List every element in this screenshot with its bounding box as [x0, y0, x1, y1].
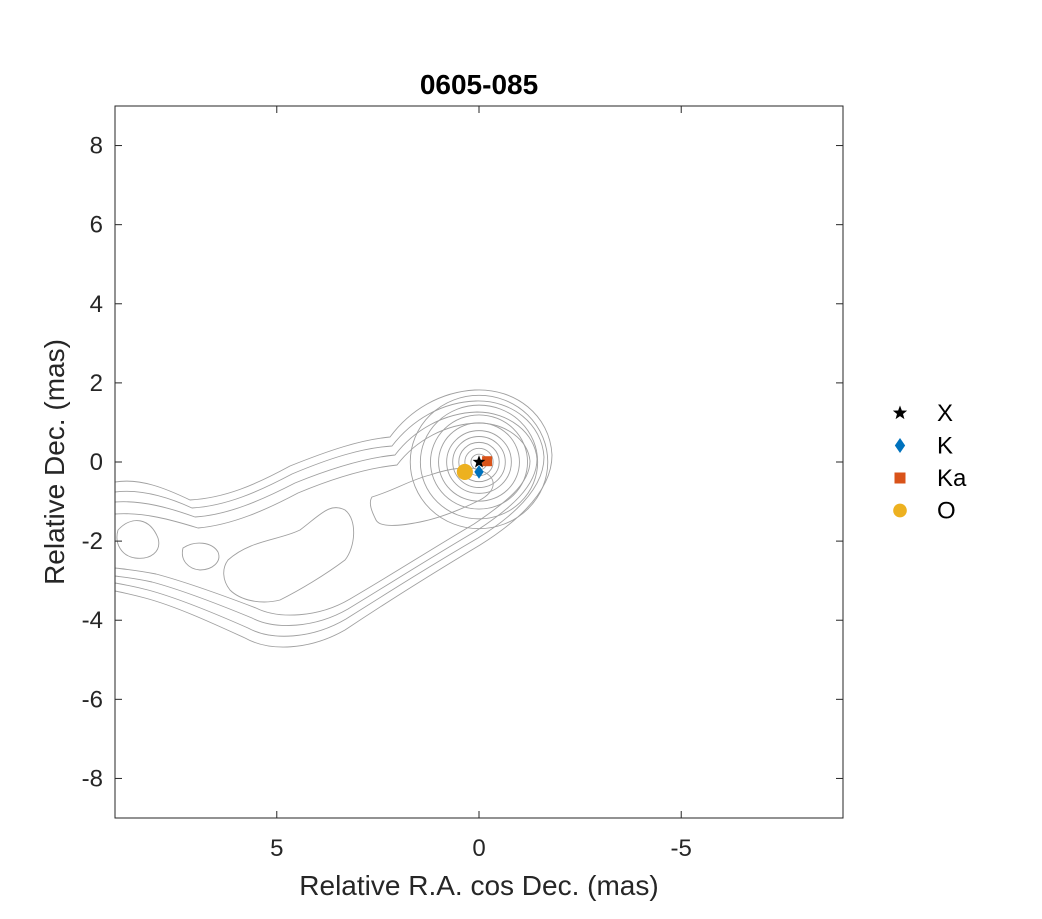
y-tick-label: -4	[82, 607, 103, 634]
y-tick-label: -8	[82, 765, 103, 792]
data-points	[456, 455, 493, 480]
legend-label-o: O	[937, 498, 956, 525]
data-point-k	[474, 465, 484, 479]
core-contour-3	[458, 441, 500, 483]
core-contour-4	[452, 436, 506, 488]
x-tick-label: 0	[472, 835, 485, 862]
core-contour-8	[419, 404, 539, 520]
data-point-ka	[482, 456, 493, 467]
legend-marker-k	[894, 437, 906, 454]
legend-marker-ka	[894, 472, 906, 484]
y-axis-label: Relative Dec. (mas)	[39, 339, 70, 585]
y-tick-labels: 8 6 4 2 0 -2 -4 -6 -8	[82, 133, 103, 793]
core-contour-6	[438, 422, 520, 502]
legend-label-k: K	[937, 433, 953, 460]
x-tick-label: -5	[671, 835, 692, 862]
x-axis-label: Relative R.A. cos Dec. (mas)	[299, 870, 658, 901]
legend-label-ka: Ka	[937, 465, 967, 492]
contour-level-5	[116, 520, 160, 559]
y-tick-label: 0	[90, 449, 103, 476]
legend: XK Ka O	[892, 400, 967, 525]
contour-level-4	[115, 422, 531, 616]
axis-ticks	[115, 106, 843, 818]
core-contour-7	[430, 414, 528, 510]
y-tick-label: 8	[90, 133, 103, 160]
y-tick-label: 6	[90, 212, 103, 239]
contour-level-3	[115, 411, 538, 626]
legend-marker-x	[892, 405, 908, 420]
y-tick-label: 4	[90, 291, 103, 318]
core-contour-5	[446, 430, 512, 494]
data-point-o	[456, 463, 473, 480]
jet-contours	[115, 389, 553, 648]
chart-title: 0605-085	[420, 69, 538, 100]
y-tick-label: -6	[82, 686, 103, 713]
contour-level-2	[115, 400, 545, 637]
legend-marker-o	[893, 503, 907, 518]
legend-label-x: X	[937, 400, 953, 427]
x-tick-labels: 5 0 -5	[270, 835, 692, 862]
x-tick-label: 5	[270, 835, 283, 862]
core-contour-9	[409, 394, 549, 530]
data-point-x	[472, 455, 486, 468]
contour-level-8	[181, 542, 220, 571]
contour-level-7	[369, 467, 494, 526]
contour-level-6	[223, 507, 355, 603]
y-tick-label: 2	[90, 370, 103, 397]
y-tick-label: -2	[82, 528, 103, 555]
contour-level-1	[115, 389, 553, 648]
